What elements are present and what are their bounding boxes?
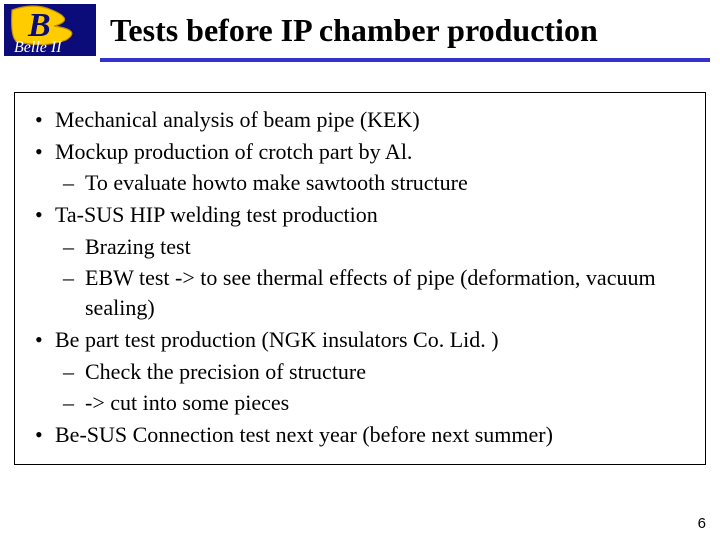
sub-list-item: EBW test -> to see thermal effects of pi… <box>55 263 697 322</box>
list-item-text: Mechanical analysis of beam pipe (KEK) <box>55 107 420 132</box>
slide-title: Tests before IP chamber production <box>110 12 598 49</box>
title-underline <box>100 58 710 62</box>
sub-list-item-text: To evaluate howto make sawtooth structur… <box>85 170 468 195</box>
list-item-text: Ta-SUS HIP welding test production <box>55 202 378 227</box>
list-item: Mockup production of crotch part by Al. … <box>23 137 697 198</box>
sub-list-item-text: Brazing test <box>85 234 191 259</box>
svg-text:Belle II: Belle II <box>14 39 62 56</box>
sub-list: To evaluate howto make sawtooth structur… <box>55 168 697 198</box>
list-item-text: Be-SUS Connection test next year (before… <box>55 422 553 447</box>
sub-list-item-text: EBW test -> to see thermal effects of pi… <box>85 265 656 320</box>
page-number: 6 <box>698 515 706 532</box>
sub-list-item-text: -> cut into some pieces <box>85 390 289 415</box>
list-item-text: Mockup production of crotch part by Al. <box>55 139 412 164</box>
list-item: Ta-SUS HIP welding test production Brazi… <box>23 200 697 323</box>
belle2-logo: B Belle II <box>4 4 96 56</box>
slide-header: B Belle II Tests before IP chamber produ… <box>0 0 720 56</box>
list-item: Be part test production (NGK insulators … <box>23 325 697 418</box>
list-item: Be-SUS Connection test next year (before… <box>23 420 697 450</box>
sub-list: Check the precision of structure -> cut … <box>55 357 697 418</box>
content-box: Mechanical analysis of beam pipe (KEK) M… <box>14 92 706 465</box>
sub-list-item: Check the precision of structure <box>55 357 697 387</box>
sub-list-item: Brazing test <box>55 232 697 262</box>
list-item: Mechanical analysis of beam pipe (KEK) <box>23 105 697 135</box>
sub-list: Brazing test EBW test -> to see thermal … <box>55 232 697 323</box>
sub-list-item-text: Check the precision of structure <box>85 359 366 384</box>
sub-list-item: -> cut into some pieces <box>55 388 697 418</box>
list-item-text: Be part test production (NGK insulators … <box>55 327 499 352</box>
bullet-list: Mechanical analysis of beam pipe (KEK) M… <box>23 105 697 450</box>
sub-list-item: To evaluate howto make sawtooth structur… <box>55 168 697 198</box>
